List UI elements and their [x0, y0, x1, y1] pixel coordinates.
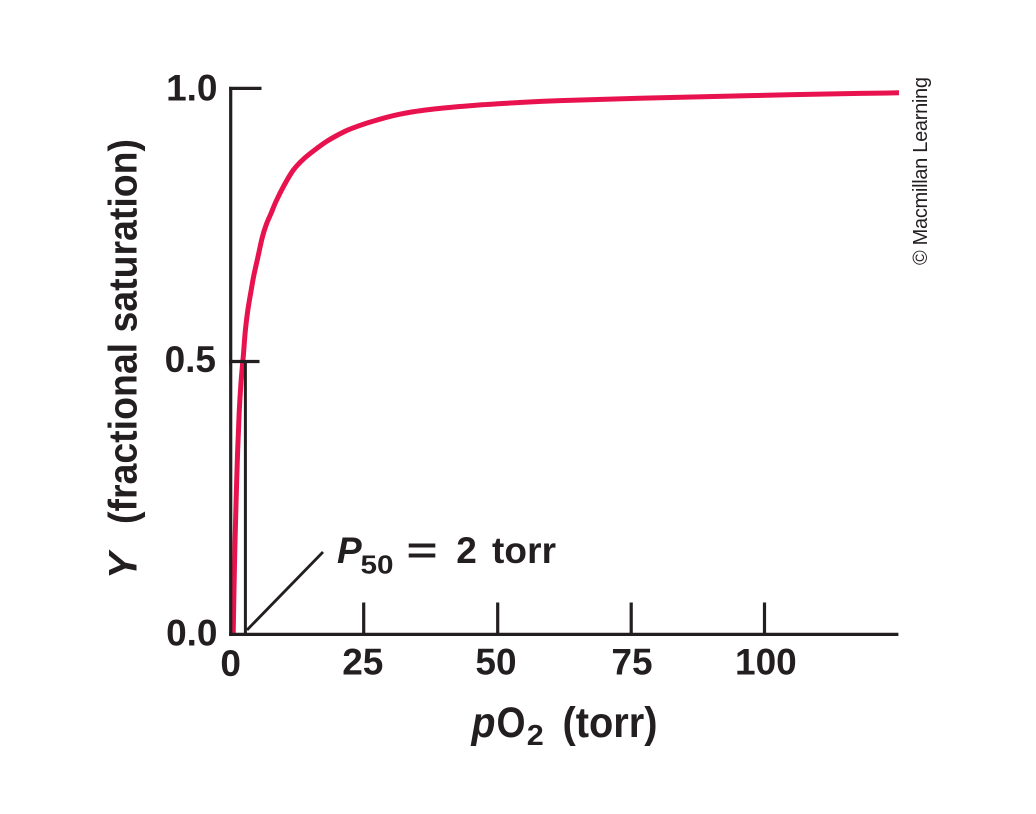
- svg-text:(torr): (torr): [563, 699, 658, 747]
- svg-text:75: 75: [611, 642, 652, 683]
- svg-text:O: O: [497, 699, 526, 747]
- svg-text:p: p: [471, 699, 496, 747]
- svg-text:1.0: 1.0: [166, 67, 217, 108]
- svg-text:Y: Y: [102, 549, 146, 579]
- svg-text:0: 0: [220, 643, 241, 684]
- svg-text:© Macmillan Learning: © Macmillan Learning: [910, 77, 932, 265]
- svg-text:P: P: [337, 530, 362, 571]
- svg-text:torr: torr: [492, 530, 556, 571]
- svg-text:0.0: 0.0: [166, 613, 217, 654]
- svg-text:2: 2: [456, 530, 477, 571]
- svg-text:(fractional saturation): (fractional saturation): [102, 139, 146, 524]
- svg-text:0.5: 0.5: [165, 339, 216, 380]
- svg-text:=: =: [407, 530, 438, 571]
- svg-text:25: 25: [342, 642, 383, 683]
- svg-text:100: 100: [735, 642, 797, 683]
- svg-text:2: 2: [527, 720, 544, 752]
- svg-text:50: 50: [361, 550, 394, 580]
- svg-text:50: 50: [475, 642, 516, 683]
